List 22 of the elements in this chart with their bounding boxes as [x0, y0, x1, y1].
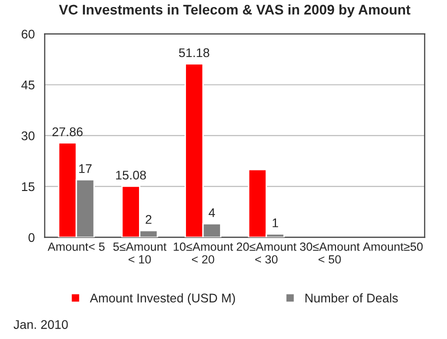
- legend-label: Amount Invested (USD M): [90, 293, 235, 305]
- y-tick-label: 0: [28, 233, 34, 242]
- y-tick-label: 45: [21, 80, 34, 90]
- x-tick-label: Amount≥50: [362, 242, 423, 251]
- x-tick-label: 5≤Amount < 10: [113, 242, 166, 264]
- data-label: 1: [272, 218, 278, 228]
- legend-label: Number of Deals: [305, 293, 398, 302]
- text: Jan. 2010: [14, 320, 68, 329]
- x-tick-label: 10≤Amount < 20: [174, 242, 234, 264]
- x-tick-label: 30≤Amount < 50: [300, 242, 360, 264]
- data-label: 4: [208, 208, 215, 217]
- data-label: 2: [146, 215, 152, 224]
- data-label: 51.18: [179, 48, 210, 58]
- y-tick-label: 15: [22, 182, 34, 192]
- x-tick-label: Amount< 5: [48, 242, 105, 251]
- y-tick-label: 60: [22, 30, 34, 39]
- chart-title: VC Investments in Telecom & VAS in 2009 by Amount: [58, 4, 410, 18]
- data-label: 27.86: [52, 127, 83, 136]
- x-tick-label: 20≤Amount < 30: [236, 242, 296, 264]
- data-label: 15.08: [116, 170, 146, 180]
- data-label: 17: [79, 164, 92, 173]
- y-tick-label: 30: [22, 131, 34, 140]
